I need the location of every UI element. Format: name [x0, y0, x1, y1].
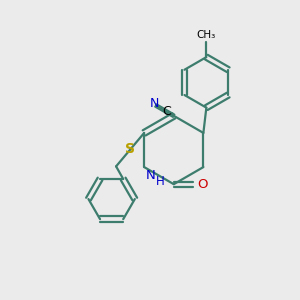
- Text: N: N: [150, 98, 159, 110]
- Text: S: S: [125, 142, 135, 156]
- Text: CH₃: CH₃: [197, 30, 216, 40]
- Text: N: N: [146, 169, 155, 182]
- Text: H: H: [155, 176, 164, 188]
- Text: O: O: [198, 178, 208, 191]
- Text: C: C: [163, 106, 171, 118]
